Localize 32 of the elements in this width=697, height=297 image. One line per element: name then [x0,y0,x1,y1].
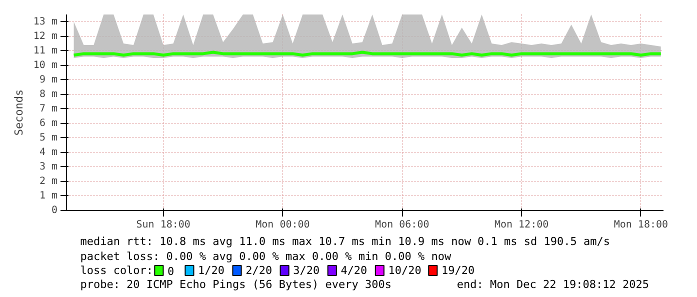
y-tick-label: 8 m [39,88,58,100]
legend-label: 2/20 [246,264,272,277]
y-tick-label: 1 m [39,190,58,202]
y-tick-label: 6 m [39,118,58,129]
x-tick-label: Mon 00:00 [256,220,310,230]
x-tick-label: Sun 18:00 [136,220,190,230]
x-tick-label: Mon 12:00 [494,220,549,230]
text: end: Mon Dec 22 19:08:12 2025 [456,278,649,291]
y-tick-label: 4 m [39,146,58,158]
legend-label: 19/20 [441,264,475,277]
legend-label: 4/20 [340,264,368,277]
y-tick-label: 3 m [39,161,58,172]
y-tick-label: 13 m [33,16,58,28]
y-tick-label: 12 m [33,30,58,42]
y-tick-label: 11 m [33,45,58,56]
x-tick-label: Mon 06:00 [375,220,430,230]
y-axis-title: Seconds [12,89,26,136]
y-tick-label: 10 m [33,60,58,71]
y-tick-label: 5 m [39,132,58,144]
y-tick-label: 0 [51,205,58,216]
text: median rtt: 10.8 ms avg 11.0 ms max 10.7 ms min 10.9 ms now 0.1 ms sd 190.5 am/s [80,235,610,248]
y-tick-label: 2 m [39,176,58,187]
text: packet loss: 0.00 % avg 0.00 % max 0.00 % min 0.00 % now [80,250,452,263]
legend-title: loss color: [80,264,154,277]
text: probe: 20 ICMP Echo Pings (56 Bytes) every 300s [80,278,392,291]
y-tick-label: 9 m [39,74,58,86]
legend-label: 3/20 [293,264,320,277]
x-tick-label: Mon 18:00 [614,220,668,230]
y-tick-label: 7 m [39,103,58,114]
legend-label: 0 [168,265,174,278]
legend-label: 10/20 [388,264,422,277]
legend-label: 1/20 [198,264,225,277]
